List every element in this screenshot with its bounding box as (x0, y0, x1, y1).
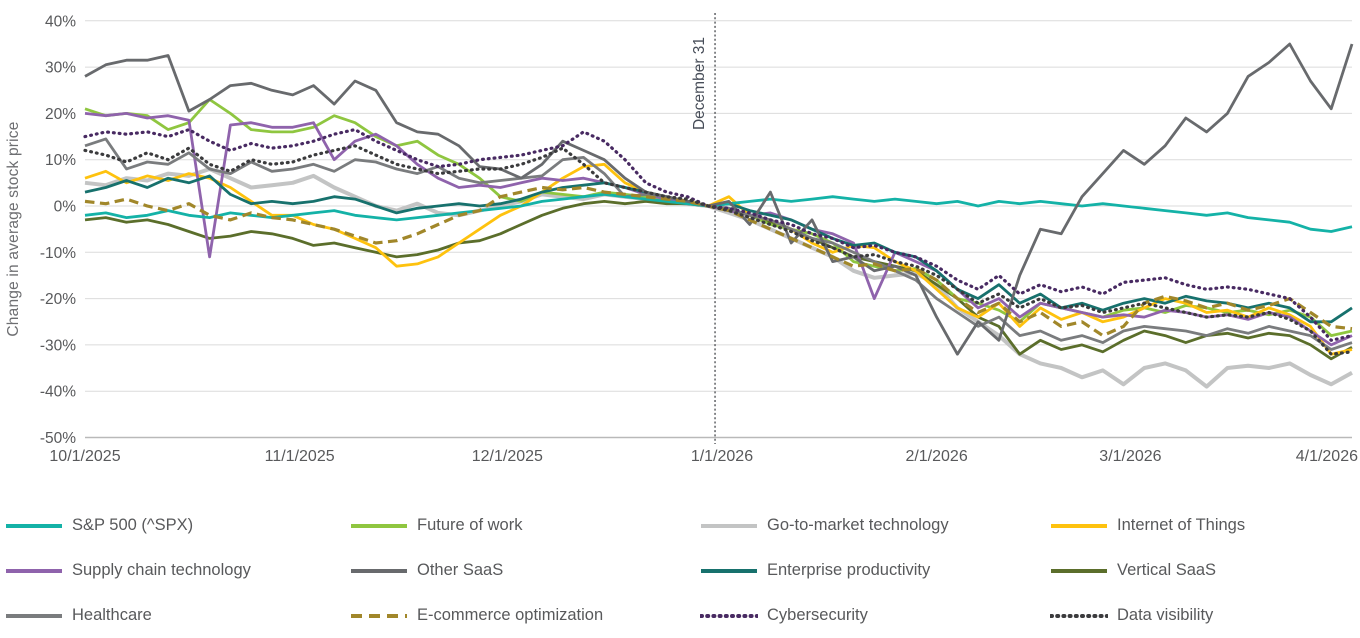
stock-performance-page: { "chart_data": { "type": "line", "title… (5, 13, 1359, 624)
series-line-iot (84, 162, 1353, 356)
legend-item-enterprise_productivity: Enterprise productivity (695, 561, 1045, 580)
y-tick-label: 20% (45, 106, 76, 123)
legend-label: Healthcare (72, 606, 152, 624)
legend-swatch (6, 523, 62, 528)
x-tick-label: 3/1/2026 (1099, 448, 1161, 465)
legend-swatch (351, 568, 407, 573)
legend-swatch (700, 613, 758, 618)
legend-item-healthcare: Healthcare (0, 606, 345, 625)
line-chart: 40% 30% 20% 10% 0% -10% -20% -30% -40% -50% 10/1/2… (5, 13, 1358, 465)
y-axis-title: Change in average stock price (5, 121, 22, 337)
legend-item-cybersecurity: Cybersecurity (695, 606, 1045, 625)
legend-label: S&P 500 (^SPX) (72, 516, 194, 534)
legend-label: E-commerce optimization (417, 606, 604, 624)
x-tick-label: 2/1/2026 (905, 448, 967, 465)
legend-label: Cybersecurity (767, 606, 868, 624)
y-tick-label: 10% (45, 152, 76, 169)
legend-swatch (6, 613, 62, 618)
y-tick-label: 0% (54, 199, 77, 216)
y-tick-label: 40% (45, 13, 76, 30)
legend-item-vertical_saas: Vertical SaaS (1045, 561, 1360, 580)
series-line-data_visibility (83, 144, 1354, 356)
legend-label: Go-to-market technology (767, 516, 949, 534)
x-tick-label: 11/1/2025 (265, 448, 335, 465)
x-tick-label: 12/1/2025 (472, 448, 543, 465)
y-tick-label: 30% (45, 60, 76, 77)
legend-item-gtm: Go-to-market technology (695, 516, 1045, 535)
y-tick-label: -20% (40, 291, 76, 308)
legend-item-supply_chain: Supply chain technology (0, 561, 345, 580)
legend-swatch (351, 613, 407, 618)
legend-label: Data visibility (1117, 606, 1214, 624)
y-tick-label: -10% (40, 245, 76, 262)
annotation-label: December 31 (691, 37, 708, 130)
legend-label: Supply chain technology (72, 561, 251, 579)
series-line-vertical_saas (84, 199, 1353, 361)
x-tick-label: 4/1/2026 (1296, 448, 1358, 465)
legend-item-data_visibility: Data visibility (1045, 606, 1360, 625)
chart-canvas: 40% 30% 20% 10% 0% -10% -20% -30% -40% -50%10/1/2… (40, 13, 1358, 465)
y-tick-label: -40% (40, 384, 76, 401)
legend-swatch (701, 523, 757, 528)
series-line-healthcare (84, 137, 1353, 351)
legend-label: Future of work (417, 516, 523, 534)
chart-legend: S&P 500 (^SPX) Future of work Go-to-mark… (0, 503, 1360, 638)
x-tick-label: 10/1/2025 (49, 448, 120, 465)
legend-swatch (701, 568, 757, 573)
legend-item-future_of_work: Future of work (345, 516, 695, 535)
legend-swatch (1051, 568, 1107, 573)
y-tick-label: -50% (40, 430, 76, 447)
y-tick-label: -30% (40, 337, 76, 354)
legend-swatch (6, 568, 62, 573)
legend-label: Other SaaS (417, 561, 504, 579)
legend-item-iot: Internet of Things (1045, 516, 1360, 535)
x-tick-label: 1/1/2026 (691, 448, 753, 465)
legend-item-other_saas: Other SaaS (345, 561, 695, 580)
legend-swatch (1051, 523, 1107, 528)
legend-item-sp500: S&P 500 (^SPX) (0, 516, 345, 535)
legend-swatch (1050, 613, 1108, 618)
legend-label: Vertical SaaS (1117, 561, 1217, 579)
legend-label: Internet of Things (1117, 516, 1246, 534)
legend-swatch (351, 523, 407, 528)
legend-item-ecommerce_optimization: E-commerce optimization (345, 606, 695, 625)
legend-label: Enterprise productivity (767, 561, 931, 579)
series-line-other_saas (84, 42, 1354, 356)
